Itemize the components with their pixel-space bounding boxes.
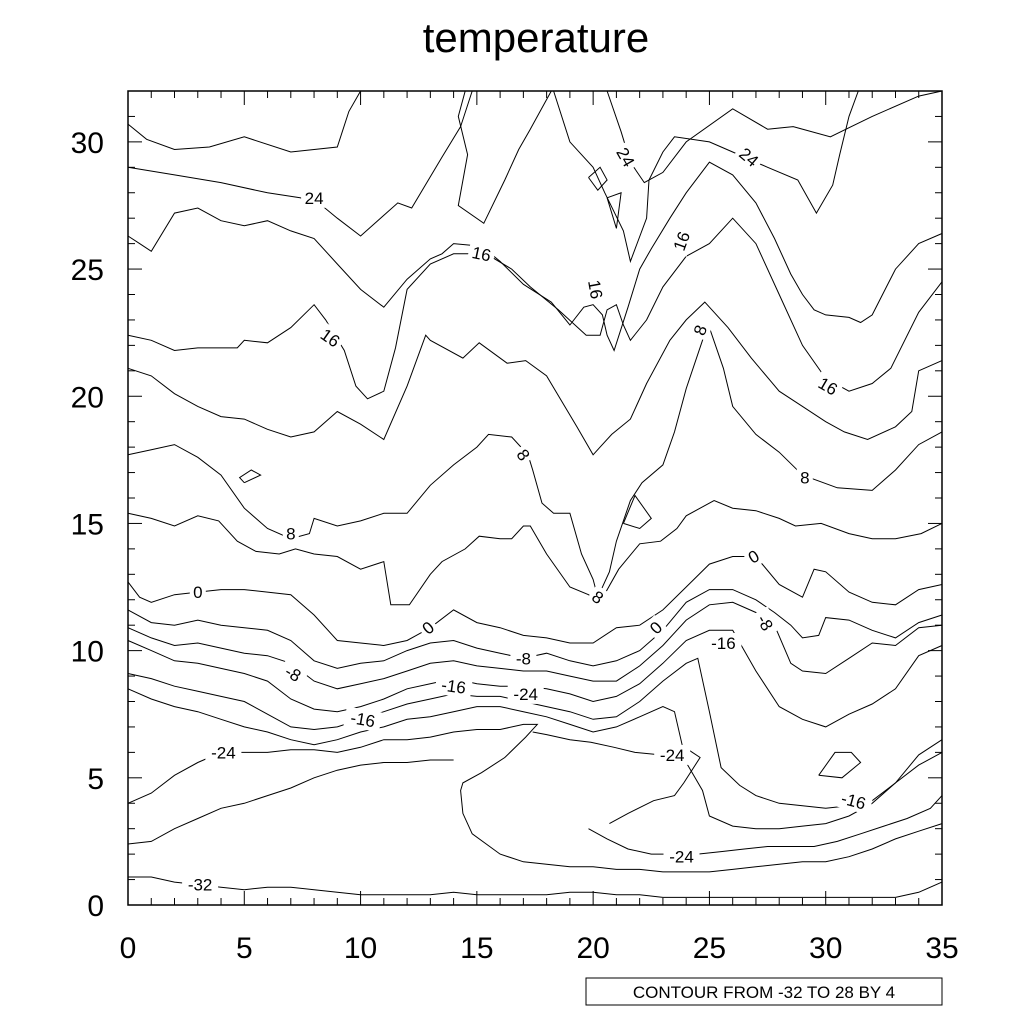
contour-label-text: -16 [349,708,377,731]
contour-line-12-9 [127,301,943,456]
contour-label-28: -32 [182,874,219,895]
contour-label-text: -16 [711,634,736,653]
contour-line-neg4-15 [127,589,943,669]
contour-label-text: 8 [286,525,295,544]
contour-label-1: 24 [610,140,641,174]
contour-info-label: CONTOUR FROM -32 TO 28 BY 4 [633,983,895,1002]
contour-line-28-0 [127,90,362,153]
contour-label-text: 8 [800,469,809,488]
contour-line-28-2 [606,90,943,184]
contour-line-neg24-21 [127,723,943,873]
contour-line-neg20-20 [127,688,943,830]
contour-lines [127,90,943,898]
contour-line-20-7 [127,161,943,352]
contour-label-2: 24 [732,141,766,174]
contour-line-neg28-24 [588,795,943,855]
contour-label-11: 8 [282,523,299,544]
contour-line-neg32-25 [128,876,943,898]
contour-line-24-5 [588,166,608,191]
contour-label-text: -24 [660,746,685,765]
y-tick-label: 5 [87,763,104,796]
contour-line-16-8 [127,217,943,400]
contour-label-text: -24 [669,848,694,867]
axis-ticks [127,90,943,906]
contour-label-8: 8 [510,442,537,468]
contour-label-10: 8 [796,467,813,488]
contour-label-18: -8 [510,648,537,669]
contour-line-neg12-17 [127,629,943,728]
contour-label-text: -32 [188,876,213,895]
contour-line-8-11 [238,469,262,484]
contour-line-neg16-18 [127,657,943,809]
contour-line-neg28-23 [127,759,454,845]
contour-info-box [585,977,943,1006]
contour-label-text: -16 [440,676,467,698]
contour-label-19: -8 [750,606,781,639]
contour-label-6: 16 [667,225,696,257]
contour-label-text: 16 [584,279,606,301]
contour-line-neg8-16 [127,601,943,690]
contour-label-22: -16 [705,633,742,653]
contour-label-15: 0 [643,614,669,641]
contour-label-text: -24 [513,685,538,704]
contour-line-8-10 [127,326,943,599]
y-tick-label: 20 [71,381,104,414]
contour-line-28-1 [457,90,552,225]
y-tick-label: 0 [87,890,104,923]
contour-line-4-13 [127,499,943,606]
contour-label-14: 0 [415,614,441,641]
contour-label-5: 16 [583,274,608,304]
x-tick-label: 10 [344,932,377,965]
contour-label-text: 16 [470,243,492,266]
contour-label-23: -16 [833,786,874,816]
contour-label-text: -8 [516,649,531,668]
x-tick-label: 15 [460,932,493,965]
contour-label-21: -16 [343,706,383,733]
contour-label-12: 8 [585,584,611,610]
contour-line-24-3 [127,90,473,237]
contour-label-text: -16 [839,789,868,814]
contour-line-24-4 [553,90,859,264]
contour-label-3: 16 [466,241,497,267]
contour-label-25: -24 [205,742,242,763]
plot-frame [127,90,943,906]
x-tick-label: 30 [809,932,842,965]
x-tick-label: 35 [925,932,958,965]
contour-label-26: -24 [654,744,691,765]
contour-label-text: 24 [735,144,762,171]
x-tick-label: 20 [576,932,609,965]
contour-label-24: -24 [507,683,544,704]
contour-label-text: 0 [193,583,202,602]
contour-label-text: 24 [305,189,324,208]
contour-label-4: 16 [313,322,347,354]
y-tick-label: 30 [71,127,104,160]
contour-line-24-6 [606,192,622,229]
y-tick-label: 25 [71,254,104,287]
contour-label-20: -16 [434,673,473,699]
contour-line-8-12 [622,494,652,530]
contour-label-7: 16 [811,370,845,402]
contour-label-13: 0 [189,582,206,603]
contour-label-9: 8 [687,319,713,342]
contour-label-text: -24 [211,743,236,762]
x-tick-label: 25 [693,932,726,965]
contour-label-27: -24 [663,846,700,867]
contour-line-neg16-19 [818,751,862,779]
contour-line-0-14 [127,556,943,647]
x-tick-label: 0 [120,932,137,965]
y-tick-label: 10 [71,636,104,669]
contour-label-16: 0 [741,543,766,570]
y-tick-label: 15 [71,508,104,541]
chart-title: temperature [423,14,649,61]
contour-label-0: 24 [301,187,328,208]
contour-labels: 24 24 24 16 16 16 16 16 8 8 8 8 8 0 0 0 0 -8 -8 -8 -16 -16 -16… [182,140,874,895]
tick-labels: 0 5 10 15 20 25 30 35 0 5 10 15 20 25 30 [71,127,959,965]
contour-label-17: -8 [276,658,310,689]
x-tick-label: 5 [236,932,253,965]
